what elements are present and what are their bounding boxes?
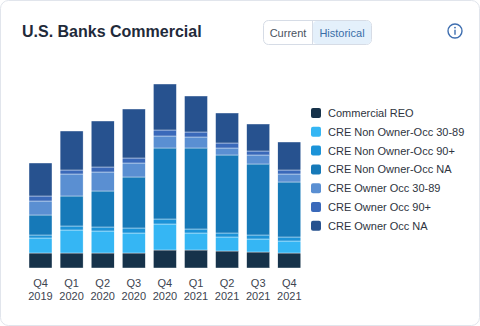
toggle-option[interactable]: Historical bbox=[319, 27, 364, 39]
bar-segment bbox=[247, 124, 270, 151]
bar-segment bbox=[216, 237, 239, 251]
bar-segment bbox=[216, 155, 239, 233]
bar-segment bbox=[216, 148, 239, 155]
x-tick-label: Q22020 bbox=[90, 277, 114, 302]
bar-segment bbox=[153, 250, 176, 268]
bar-segment bbox=[278, 142, 301, 170]
bar-segment bbox=[29, 201, 52, 215]
x-tick-label: Q42021 bbox=[277, 277, 301, 302]
bar-segment bbox=[185, 250, 208, 268]
bar-segment bbox=[29, 238, 52, 253]
legend-swatch bbox=[311, 221, 321, 231]
bar-segment bbox=[216, 113, 239, 143]
x-tick-label: Q12020 bbox=[59, 277, 83, 302]
bar-segment bbox=[278, 174, 301, 182]
bar-segment bbox=[122, 158, 145, 163]
bar-segment bbox=[153, 130, 176, 136]
bar-segment bbox=[185, 132, 208, 137]
bar-segment bbox=[185, 96, 208, 132]
legend-label: CRE Owner Occ 90+ bbox=[328, 201, 431, 213]
card bbox=[1, 1, 480, 326]
legend-swatch bbox=[311, 108, 321, 118]
bar-segment bbox=[247, 151, 270, 155]
bar-segment bbox=[153, 224, 176, 250]
bar-segment bbox=[91, 191, 114, 227]
bar-segment bbox=[153, 136, 176, 148]
bar-segment bbox=[216, 143, 239, 148]
toggle-active-bg bbox=[313, 21, 371, 44]
legend-label: CRE Non Owner-Occ 90+ bbox=[328, 145, 455, 157]
bar-segment bbox=[247, 252, 270, 268]
x-tick-label: Q12021 bbox=[184, 277, 208, 302]
bar-segment bbox=[60, 196, 83, 226]
bar-segment bbox=[153, 148, 176, 219]
info-icon[interactable] bbox=[448, 24, 462, 38]
bar-segment bbox=[60, 253, 83, 268]
bar-segment bbox=[278, 241, 301, 253]
bar-segment bbox=[122, 177, 145, 228]
bar-segment bbox=[153, 219, 176, 224]
legend-label: CRE Non Owner-Occ 30-89 bbox=[328, 126, 464, 138]
bar-segment bbox=[91, 253, 114, 268]
bar-segment bbox=[185, 233, 208, 250]
bar-segment bbox=[122, 109, 145, 158]
legend-label: CRE Owner Occ 30-89 bbox=[328, 182, 440, 194]
bar-segment bbox=[91, 121, 114, 167]
x-tick-label: Q22021 bbox=[215, 277, 239, 302]
legend-swatch bbox=[311, 127, 321, 137]
legend-swatch bbox=[311, 202, 321, 212]
legend-label: Commercial REO bbox=[328, 107, 414, 119]
bar-segment bbox=[29, 215, 52, 235]
bar-segment bbox=[60, 131, 83, 170]
toggle-option[interactable]: Current bbox=[270, 27, 307, 39]
bar-segment bbox=[29, 235, 52, 238]
bar-segment bbox=[247, 235, 270, 239]
legend-label: CRE Non Owner-Occ NA bbox=[328, 163, 452, 175]
bar-segment bbox=[278, 170, 301, 174]
toggle-divider bbox=[312, 21, 313, 44]
info-bar bbox=[454, 30, 455, 35]
bar-segment bbox=[91, 231, 114, 253]
legend-swatch bbox=[311, 164, 321, 174]
x-tick-label: Q42019 bbox=[28, 277, 52, 302]
bar-segment bbox=[185, 137, 208, 148]
bar-segment bbox=[185, 148, 208, 229]
bar-segment bbox=[60, 226, 83, 230]
bar-segment bbox=[60, 174, 83, 196]
bar-segment bbox=[122, 233, 145, 253]
bars bbox=[29, 84, 301, 268]
legend-swatch bbox=[311, 146, 321, 156]
bar-segment bbox=[91, 227, 114, 231]
bar-segment bbox=[91, 167, 114, 172]
bar-segment bbox=[247, 164, 270, 235]
x-tick-label: Q32020 bbox=[122, 277, 146, 302]
bar-segment bbox=[122, 228, 145, 233]
legend-swatch bbox=[311, 183, 321, 193]
title: U.S. Banks Commercial bbox=[22, 23, 202, 40]
bar-segment bbox=[60, 230, 83, 253]
bar-segment bbox=[60, 170, 83, 174]
x-tick-label: Q42020 bbox=[153, 277, 177, 302]
bar-segment bbox=[247, 239, 270, 252]
bar-segment bbox=[247, 155, 270, 164]
bar-segment bbox=[216, 233, 239, 237]
bar-segment bbox=[216, 251, 239, 268]
bar-segment bbox=[122, 253, 145, 268]
x-tick-label: Q32021 bbox=[246, 277, 270, 302]
bar-segment bbox=[153, 84, 176, 130]
info-dot bbox=[454, 27, 456, 29]
legend: Commercial REO CRE Non Owner-Occ 30-89 CRE… bbox=[311, 107, 464, 232]
legend-label: CRE Owner Occ NA bbox=[328, 220, 428, 232]
info-circle bbox=[448, 24, 462, 38]
bar-segment bbox=[278, 237, 301, 241]
bar-segment bbox=[278, 182, 301, 237]
bar-segment bbox=[185, 229, 208, 233]
bar-segment bbox=[91, 172, 114, 191]
toggle-frame bbox=[264, 21, 372, 45]
bar-segment bbox=[29, 253, 52, 268]
bar-segment bbox=[122, 163, 145, 177]
bar-segment bbox=[29, 196, 52, 201]
bar-segment bbox=[29, 163, 52, 196]
bar-segment bbox=[278, 253, 301, 268]
